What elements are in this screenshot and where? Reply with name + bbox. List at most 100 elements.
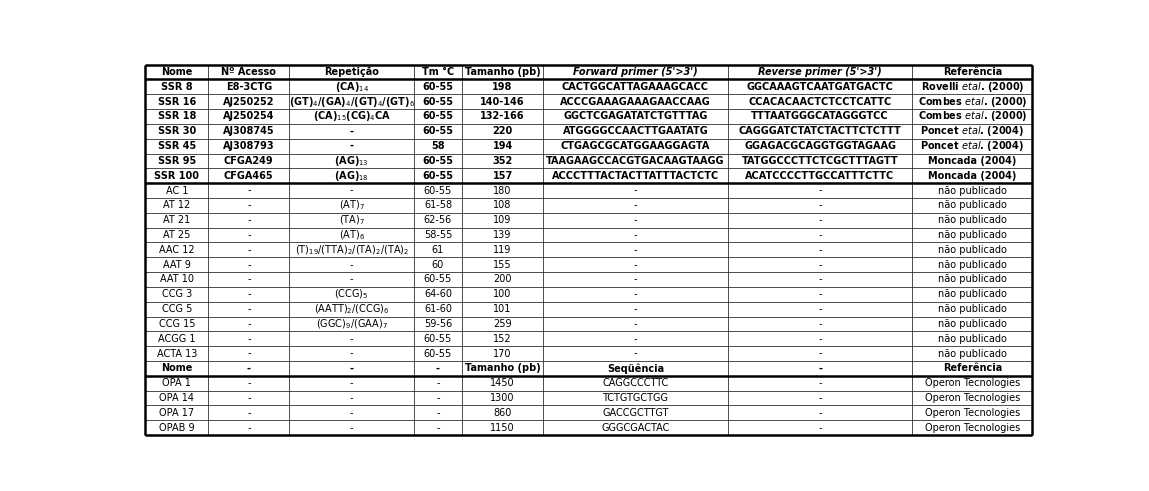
Text: (AG)$_{13}$: (AG)$_{13}$ — [334, 154, 369, 168]
Text: -: - — [818, 423, 822, 433]
Text: -: - — [818, 304, 822, 314]
Text: (CCG)$_5$: (CCG)$_5$ — [334, 288, 369, 301]
Bar — [290, 406, 414, 420]
Text: 1450: 1450 — [491, 378, 515, 388]
Bar — [208, 198, 290, 213]
Text: SSR 16: SSR 16 — [157, 97, 196, 107]
Bar — [208, 391, 290, 406]
Text: (AATT)$_2$/(CCG)$_6$: (AATT)$_2$/(CCG)$_6$ — [314, 302, 390, 316]
Bar — [912, 391, 1032, 406]
Bar — [543, 420, 727, 435]
Bar — [727, 80, 912, 94]
Text: SSR 95: SSR 95 — [157, 156, 196, 166]
Bar — [543, 361, 727, 376]
Text: 860: 860 — [493, 408, 511, 418]
Bar — [912, 109, 1032, 124]
Bar — [414, 331, 462, 346]
Text: (TA)$_7$: (TA)$_7$ — [339, 214, 364, 227]
Bar — [208, 65, 290, 80]
Bar — [727, 65, 912, 80]
Bar — [208, 183, 290, 198]
Text: OPA 14: OPA 14 — [160, 393, 194, 403]
Text: -: - — [634, 260, 638, 270]
Bar — [414, 183, 462, 198]
Text: -: - — [247, 200, 250, 210]
Bar — [543, 65, 727, 80]
Text: não publicado: não publicado — [938, 319, 1007, 329]
Bar — [912, 80, 1032, 94]
Bar — [912, 168, 1032, 183]
Text: -: - — [818, 289, 822, 300]
Text: AT 12: AT 12 — [163, 200, 191, 210]
Text: -: - — [349, 363, 354, 374]
Text: CCG 3: CCG 3 — [162, 289, 192, 300]
Bar — [208, 213, 290, 228]
Bar — [543, 272, 727, 287]
Bar — [414, 272, 462, 287]
Text: -: - — [247, 423, 250, 433]
Text: TTTAATGGGCATAGGGTCC: TTTAATGGGCATAGGGTCC — [751, 111, 889, 121]
Bar — [543, 257, 727, 272]
Text: 60-55: 60-55 — [423, 82, 454, 92]
Bar — [290, 65, 414, 80]
Text: -: - — [818, 363, 822, 374]
Text: -: - — [350, 378, 354, 388]
Bar — [414, 124, 462, 138]
Bar — [462, 361, 543, 376]
Bar — [912, 287, 1032, 301]
Bar — [290, 287, 414, 301]
Bar — [290, 331, 414, 346]
Text: -: - — [634, 334, 638, 344]
Bar — [462, 198, 543, 213]
Bar — [543, 154, 727, 168]
Text: SSR 18: SSR 18 — [157, 111, 196, 121]
Text: ACATCCCCTTGCCATTTCTTC: ACATCCCCTTGCCATTTCTTC — [746, 171, 895, 181]
Bar — [912, 94, 1032, 109]
Bar — [462, 94, 543, 109]
Bar — [208, 406, 290, 420]
Bar — [208, 168, 290, 183]
Bar — [146, 168, 208, 183]
Bar — [290, 183, 414, 198]
Bar — [414, 361, 462, 376]
Bar — [290, 138, 414, 154]
Bar — [912, 183, 1032, 198]
Text: CAGGGATCTATCTACTTCTCTTT: CAGGGATCTATCTACTTCTCTTT — [739, 126, 902, 136]
Bar — [462, 109, 543, 124]
Bar — [912, 272, 1032, 287]
Bar — [912, 243, 1032, 257]
Text: -: - — [247, 363, 250, 374]
Text: -: - — [818, 334, 822, 344]
Bar — [146, 124, 208, 138]
Text: ACCCTTTACTACTTATTTACTCTC: ACCCTTTACTACTTATTTACTCTC — [552, 171, 719, 181]
Bar — [727, 361, 912, 376]
Bar — [290, 80, 414, 94]
Text: 170: 170 — [493, 349, 511, 358]
Bar — [414, 420, 462, 435]
Text: -: - — [437, 423, 440, 433]
Text: -: - — [634, 215, 638, 225]
Bar — [543, 168, 727, 183]
Bar — [462, 80, 543, 94]
Text: 157: 157 — [493, 171, 512, 181]
Bar — [543, 228, 727, 243]
Bar — [912, 317, 1032, 331]
Text: (GT)$_4$/(GA)$_4$/(GT)$_4$/(GT)$_6$: (GT)$_4$/(GA)$_4$/(GT)$_4$/(GT)$_6$ — [288, 95, 415, 109]
Text: -: - — [818, 200, 822, 210]
Bar — [290, 346, 414, 361]
Text: ATGGGGCCAACTTGAATATG: ATGGGGCCAACTTGAATATG — [563, 126, 708, 136]
Text: 60-55: 60-55 — [424, 349, 452, 358]
Text: -: - — [247, 274, 250, 284]
Text: 59-56: 59-56 — [424, 319, 452, 329]
Bar — [414, 65, 462, 80]
Text: 60-55: 60-55 — [423, 126, 454, 136]
Text: 62-56: 62-56 — [424, 215, 452, 225]
Bar — [290, 272, 414, 287]
Text: -: - — [247, 393, 250, 403]
Bar — [208, 361, 290, 376]
Bar — [290, 124, 414, 138]
Text: 100: 100 — [493, 289, 511, 300]
Bar — [146, 346, 208, 361]
Bar — [208, 317, 290, 331]
Text: -: - — [247, 260, 250, 270]
